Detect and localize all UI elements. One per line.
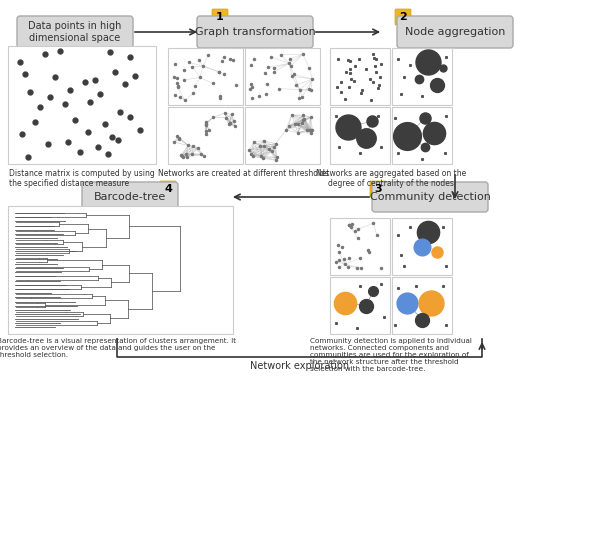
FancyBboxPatch shape <box>212 9 228 25</box>
FancyBboxPatch shape <box>17 16 133 48</box>
Bar <box>392 277 452 334</box>
Bar <box>168 107 243 164</box>
FancyBboxPatch shape <box>370 181 386 197</box>
Text: 2: 2 <box>399 12 407 22</box>
FancyBboxPatch shape <box>160 181 176 197</box>
Text: Barcode-tree is a visual representation of clusters arrangement. It
provides an : Barcode-tree is a visual representation … <box>0 338 236 358</box>
FancyBboxPatch shape <box>82 182 178 212</box>
Bar <box>330 48 390 105</box>
FancyBboxPatch shape <box>372 182 488 212</box>
Text: Networks are aggregated based on the
degree of centrality of the nodes: Networks are aggregated based on the deg… <box>316 169 466 188</box>
Bar <box>330 107 390 164</box>
FancyBboxPatch shape <box>397 16 513 48</box>
Text: Barcode-tree: Barcode-tree <box>94 192 166 202</box>
FancyBboxPatch shape <box>395 9 411 25</box>
Text: Community detection: Community detection <box>370 192 490 202</box>
Text: Networks are created at different thresholds: Networks are created at different thresh… <box>158 169 329 178</box>
Bar <box>168 48 243 105</box>
Bar <box>8 46 156 164</box>
Bar <box>245 107 320 164</box>
Bar <box>392 48 452 105</box>
Text: Community detection is applied to individual
networks. Connected components and
: Community detection is applied to indivi… <box>310 338 472 372</box>
Text: Data points in high
dimensional space: Data points in high dimensional space <box>28 21 122 43</box>
FancyBboxPatch shape <box>197 16 313 48</box>
Text: Graph transformation: Graph transformation <box>194 27 316 37</box>
Text: 4: 4 <box>164 184 172 194</box>
Text: 1: 1 <box>216 12 224 22</box>
Text: 3: 3 <box>374 184 382 194</box>
Bar <box>245 48 320 105</box>
Bar <box>392 107 452 164</box>
Bar <box>8 206 233 334</box>
Bar <box>392 218 452 275</box>
Text: Node aggregation: Node aggregation <box>405 27 505 37</box>
Bar <box>330 277 390 334</box>
Text: Network exploration: Network exploration <box>250 361 350 371</box>
Bar <box>330 218 390 275</box>
Text: Distance matrix is computed by using
the specified distance measure: Distance matrix is computed by using the… <box>9 169 155 188</box>
